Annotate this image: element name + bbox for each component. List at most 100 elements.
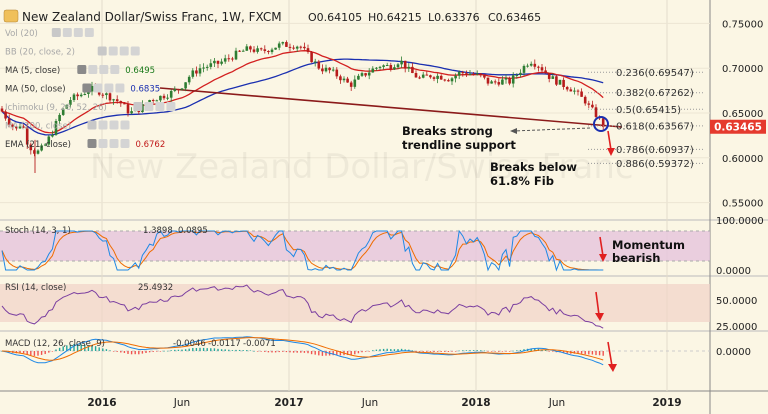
price-down-arrow — [607, 130, 615, 156]
indicator-control-icon[interactable] — [97, 46, 107, 56]
annotation-trendline-2: trendline support — [402, 138, 516, 152]
candle-body — [364, 73, 367, 76]
trendline[interactable] — [159, 87, 623, 128]
indicator-labels: Vol (20) BB (20, close, 2) MA (5, close) 0.… — [5, 28, 176, 150]
macd-histogram-bar — [44, 351, 46, 355]
indicator-control-icon[interactable] — [98, 139, 108, 148]
macd-histogram-bar — [37, 351, 39, 356]
indicator-control-icon[interactable] — [82, 83, 92, 93]
candle-body — [490, 81, 493, 84]
indicator-control-icon[interactable] — [93, 83, 103, 93]
macd-histogram-bar — [91, 345, 93, 351]
candle-body — [184, 82, 187, 89]
indicator-control-icon[interactable] — [108, 46, 118, 56]
indicator-control-icon[interactable] — [155, 102, 165, 111]
candle-body — [227, 58, 231, 60]
macd-histogram-bar — [300, 351, 302, 353]
chart-title[interactable]: New Zealand Dollar/Swiss Franc, 1W, FXCM — [22, 10, 282, 24]
macd-histogram-bar — [508, 351, 511, 352]
stoch-label[interactable]: Stoch (14, 3, 1) — [5, 226, 71, 236]
fib-level-label: 0.236(0.69547) — [616, 68, 694, 79]
symbol-badge[interactable] — [3, 9, 19, 23]
macd-histogram-bar — [30, 351, 32, 356]
macd-histogram-bar — [109, 350, 111, 351]
rsi-label[interactable]: RSI (14, close) — [5, 283, 66, 293]
macd-histogram-bar — [350, 351, 352, 356]
macd-histogram-bar — [566, 351, 568, 354]
indicator-control-icon[interactable] — [166, 102, 176, 111]
candle-body — [436, 75, 439, 79]
macd-histogram-bar — [454, 351, 457, 352]
candle-body — [76, 94, 79, 97]
indicator-control-icon[interactable] — [119, 46, 129, 56]
candle-body — [126, 104, 130, 114]
macd-histogram-bar — [462, 350, 464, 351]
candle-body — [353, 79, 357, 87]
indicator-control-icon[interactable] — [120, 139, 130, 148]
candle-body — [367, 72, 371, 76]
macd-histogram-bar — [372, 350, 374, 351]
stoch-down-arrow — [599, 236, 607, 262]
candle-body — [166, 97, 169, 99]
macd-histogram-bar — [310, 351, 313, 355]
candle-body — [148, 100, 151, 104]
indicator-label-2[interactable]: MA (5, close) — [5, 66, 60, 76]
indicator-control-icon[interactable] — [120, 120, 130, 130]
indicator-control-icon[interactable] — [84, 28, 94, 37]
candle-body — [310, 51, 313, 63]
indicator-control-icon[interactable] — [51, 28, 61, 37]
indicator-control-icon[interactable] — [99, 65, 109, 74]
macd-histogram-bar — [544, 350, 547, 351]
indicator-control-icon[interactable] — [115, 83, 125, 93]
candle-body — [249, 46, 252, 50]
time-axis[interactable] — [0, 391, 768, 414]
macd-histogram-bar — [325, 351, 327, 356]
macd-histogram-bar — [465, 350, 468, 351]
indicator-control-icon[interactable] — [87, 120, 97, 130]
indicator-label-3[interactable]: MA (50, close) — [5, 85, 66, 95]
candle-body — [349, 82, 353, 87]
indicator-control-icon[interactable] — [109, 120, 119, 130]
macd-histogram-bar — [386, 348, 388, 351]
indicator-control-icon[interactable] — [88, 65, 98, 74]
macd-pane[interactable] — [0, 332, 710, 391]
macd-histogram-bar — [591, 351, 594, 355]
candle-body — [105, 93, 108, 96]
macd-histogram-bar — [602, 351, 604, 356]
stoch-k-line — [1, 229, 604, 272]
indicator-control-icon[interactable] — [109, 139, 119, 148]
indicator-label-0[interactable]: Vol (20) — [5, 29, 38, 39]
indicator-control-icon[interactable] — [104, 83, 114, 93]
macd-histogram-bar — [382, 348, 385, 351]
macd-histogram-bar — [400, 348, 403, 351]
indicator-label-6[interactable]: EMA (21, close) — [5, 140, 71, 150]
indicator-control-icon[interactable] — [77, 65, 87, 74]
indicator-control-icon[interactable] — [73, 28, 83, 37]
candle-body — [540, 67, 544, 71]
macd-histogram-bar — [476, 350, 478, 351]
candle-body — [115, 99, 119, 102]
indicator-control-icon[interactable] — [62, 28, 72, 37]
candle-body — [51, 134, 54, 137]
indicator-control-icon[interactable] — [87, 139, 97, 148]
macd-histogram-bar — [231, 350, 234, 351]
indicator-label-4[interactable]: Ichimoku (9, 26, 52, 26) — [5, 103, 107, 113]
indicator-control-icon[interactable] — [130, 46, 140, 56]
price-axis[interactable] — [710, 0, 768, 391]
indicator-label-1[interactable]: BB (20, close, 2) — [5, 48, 75, 58]
indicator-label-5[interactable]: MA (200, close) — [5, 122, 71, 132]
annotation-trendline-1: Breaks strong — [402, 124, 493, 138]
macd-label[interactable]: MACD (12, 26, close, 9) — [5, 339, 105, 349]
candle-body — [450, 78, 454, 82]
candle-body — [544, 70, 547, 74]
candle-body — [155, 100, 159, 102]
indicator-control-icon[interactable] — [110, 65, 120, 74]
macd-histogram-bar — [523, 349, 525, 351]
macd-histogram-bar — [202, 347, 205, 351]
macd-histogram-bar — [228, 349, 230, 351]
indicator-control-icon[interactable] — [98, 120, 108, 130]
indicator-control-icon[interactable] — [144, 102, 154, 111]
indicator-control-icon[interactable] — [133, 102, 143, 111]
macd-histogram-bar — [307, 351, 309, 354]
candle-body — [58, 114, 61, 121]
